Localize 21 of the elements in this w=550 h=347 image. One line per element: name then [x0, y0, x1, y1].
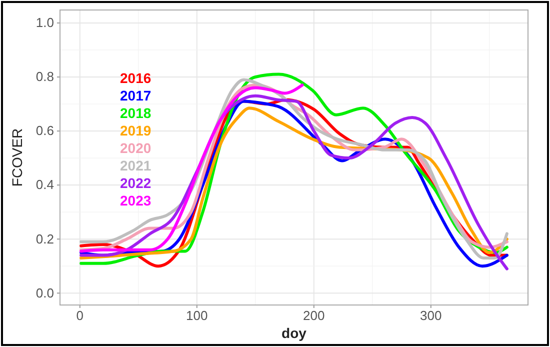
- text: 2016: [120, 70, 152, 86]
- x-tick-label: 0: [76, 308, 84, 324]
- text: 2023: [120, 192, 152, 208]
- text: 2022: [120, 175, 152, 191]
- text: 2019: [120, 122, 152, 138]
- x-tick-label: 100: [186, 308, 208, 324]
- y-tick-label: 0.2: [36, 231, 54, 246]
- line-series: [80, 84, 304, 253]
- y-tick-label: 0.6: [36, 123, 54, 138]
- text: 2021: [120, 158, 152, 174]
- y-axis-title: FCOVER: [9, 128, 25, 187]
- text: 2018: [120, 105, 152, 121]
- x-axis-title: doy: [282, 325, 307, 341]
- x-tick-label: 200: [303, 308, 325, 324]
- text: 2017: [120, 88, 152, 104]
- y-tick-label: 0.0: [36, 285, 54, 300]
- y-tick-label: 0.4: [36, 177, 54, 192]
- y-tick-label: 1.0: [36, 15, 54, 30]
- y-tick-label: 0.8: [36, 69, 54, 84]
- text: 2020: [120, 140, 152, 156]
- x-tick-label: 300: [420, 308, 442, 324]
